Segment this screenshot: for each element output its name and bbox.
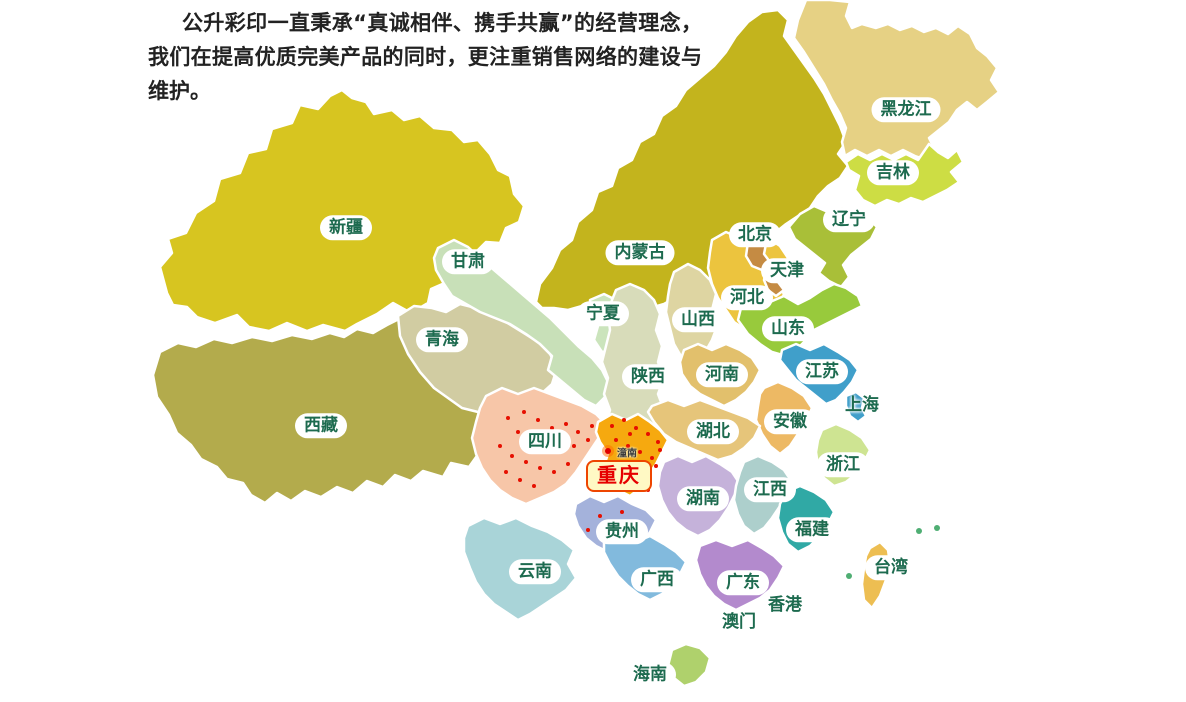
label-yunnan: 云南 <box>509 559 561 585</box>
label-guizhou: 贵州 <box>596 519 648 545</box>
label-hainan: 海南 <box>624 662 676 688</box>
label-tongnan: 潼南 <box>617 448 637 460</box>
label-shaanxi: 陕西 <box>622 364 674 390</box>
label-jiangsu: 江苏 <box>796 359 848 385</box>
label-ningxia: 宁夏 <box>577 301 629 327</box>
label-guangxi: 广西 <box>631 567 683 593</box>
province-xinjiang-shape <box>158 88 526 333</box>
label-hunan: 湖南 <box>677 486 729 512</box>
label-jiangxi: 江西 <box>744 477 796 503</box>
label-taiwan: 台湾 <box>865 555 917 581</box>
label-jilin: 吉林 <box>867 160 919 186</box>
label-hebei: 河北 <box>721 285 773 311</box>
label-anhui: 安徽 <box>764 409 816 435</box>
province-gansu-shape <box>432 238 610 408</box>
label-hubei: 湖北 <box>687 419 739 445</box>
label-qinghai: 青海 <box>416 327 468 353</box>
label-shanxi: 山西 <box>672 307 724 333</box>
province-shanghai-shape <box>844 390 868 424</box>
label-shanghai: 上海 <box>845 394 879 415</box>
label-xinjiang: 新疆 <box>320 215 372 241</box>
label-henan: 河南 <box>696 362 748 388</box>
label-sichuan: 四川 <box>519 429 571 455</box>
label-beijing: 北京 <box>729 222 781 248</box>
tongnan-marker-icon <box>602 445 614 457</box>
label-guangdong: 广东 <box>717 570 769 596</box>
intro-text: 公升彩印一直秉承“真诚相伴、携手共赢”的经营理念，我们在提高优质完美产品的同时，… <box>148 11 702 103</box>
label-shandong: 山东 <box>762 316 814 342</box>
label-xianggang: 香港 <box>768 594 802 615</box>
label-aomen: 澳门 <box>722 611 756 632</box>
label-tianjin: 天津 <box>761 258 813 284</box>
label-liaoning: 辽宁 <box>823 207 875 233</box>
label-gansu: 甘肃 <box>442 249 494 275</box>
label-zhejiang: 浙江 <box>817 452 869 478</box>
island-dots <box>846 525 940 579</box>
label-xizang: 西藏 <box>295 413 347 439</box>
label-heilongjiang: 黑龙江 <box>871 97 941 123</box>
label-fujian: 福建 <box>786 517 838 543</box>
label-neimenggu: 内蒙古 <box>605 240 675 266</box>
label-chongqing-badge: 重庆 <box>586 460 652 492</box>
province-heilongjiang-shape <box>792 0 1001 162</box>
